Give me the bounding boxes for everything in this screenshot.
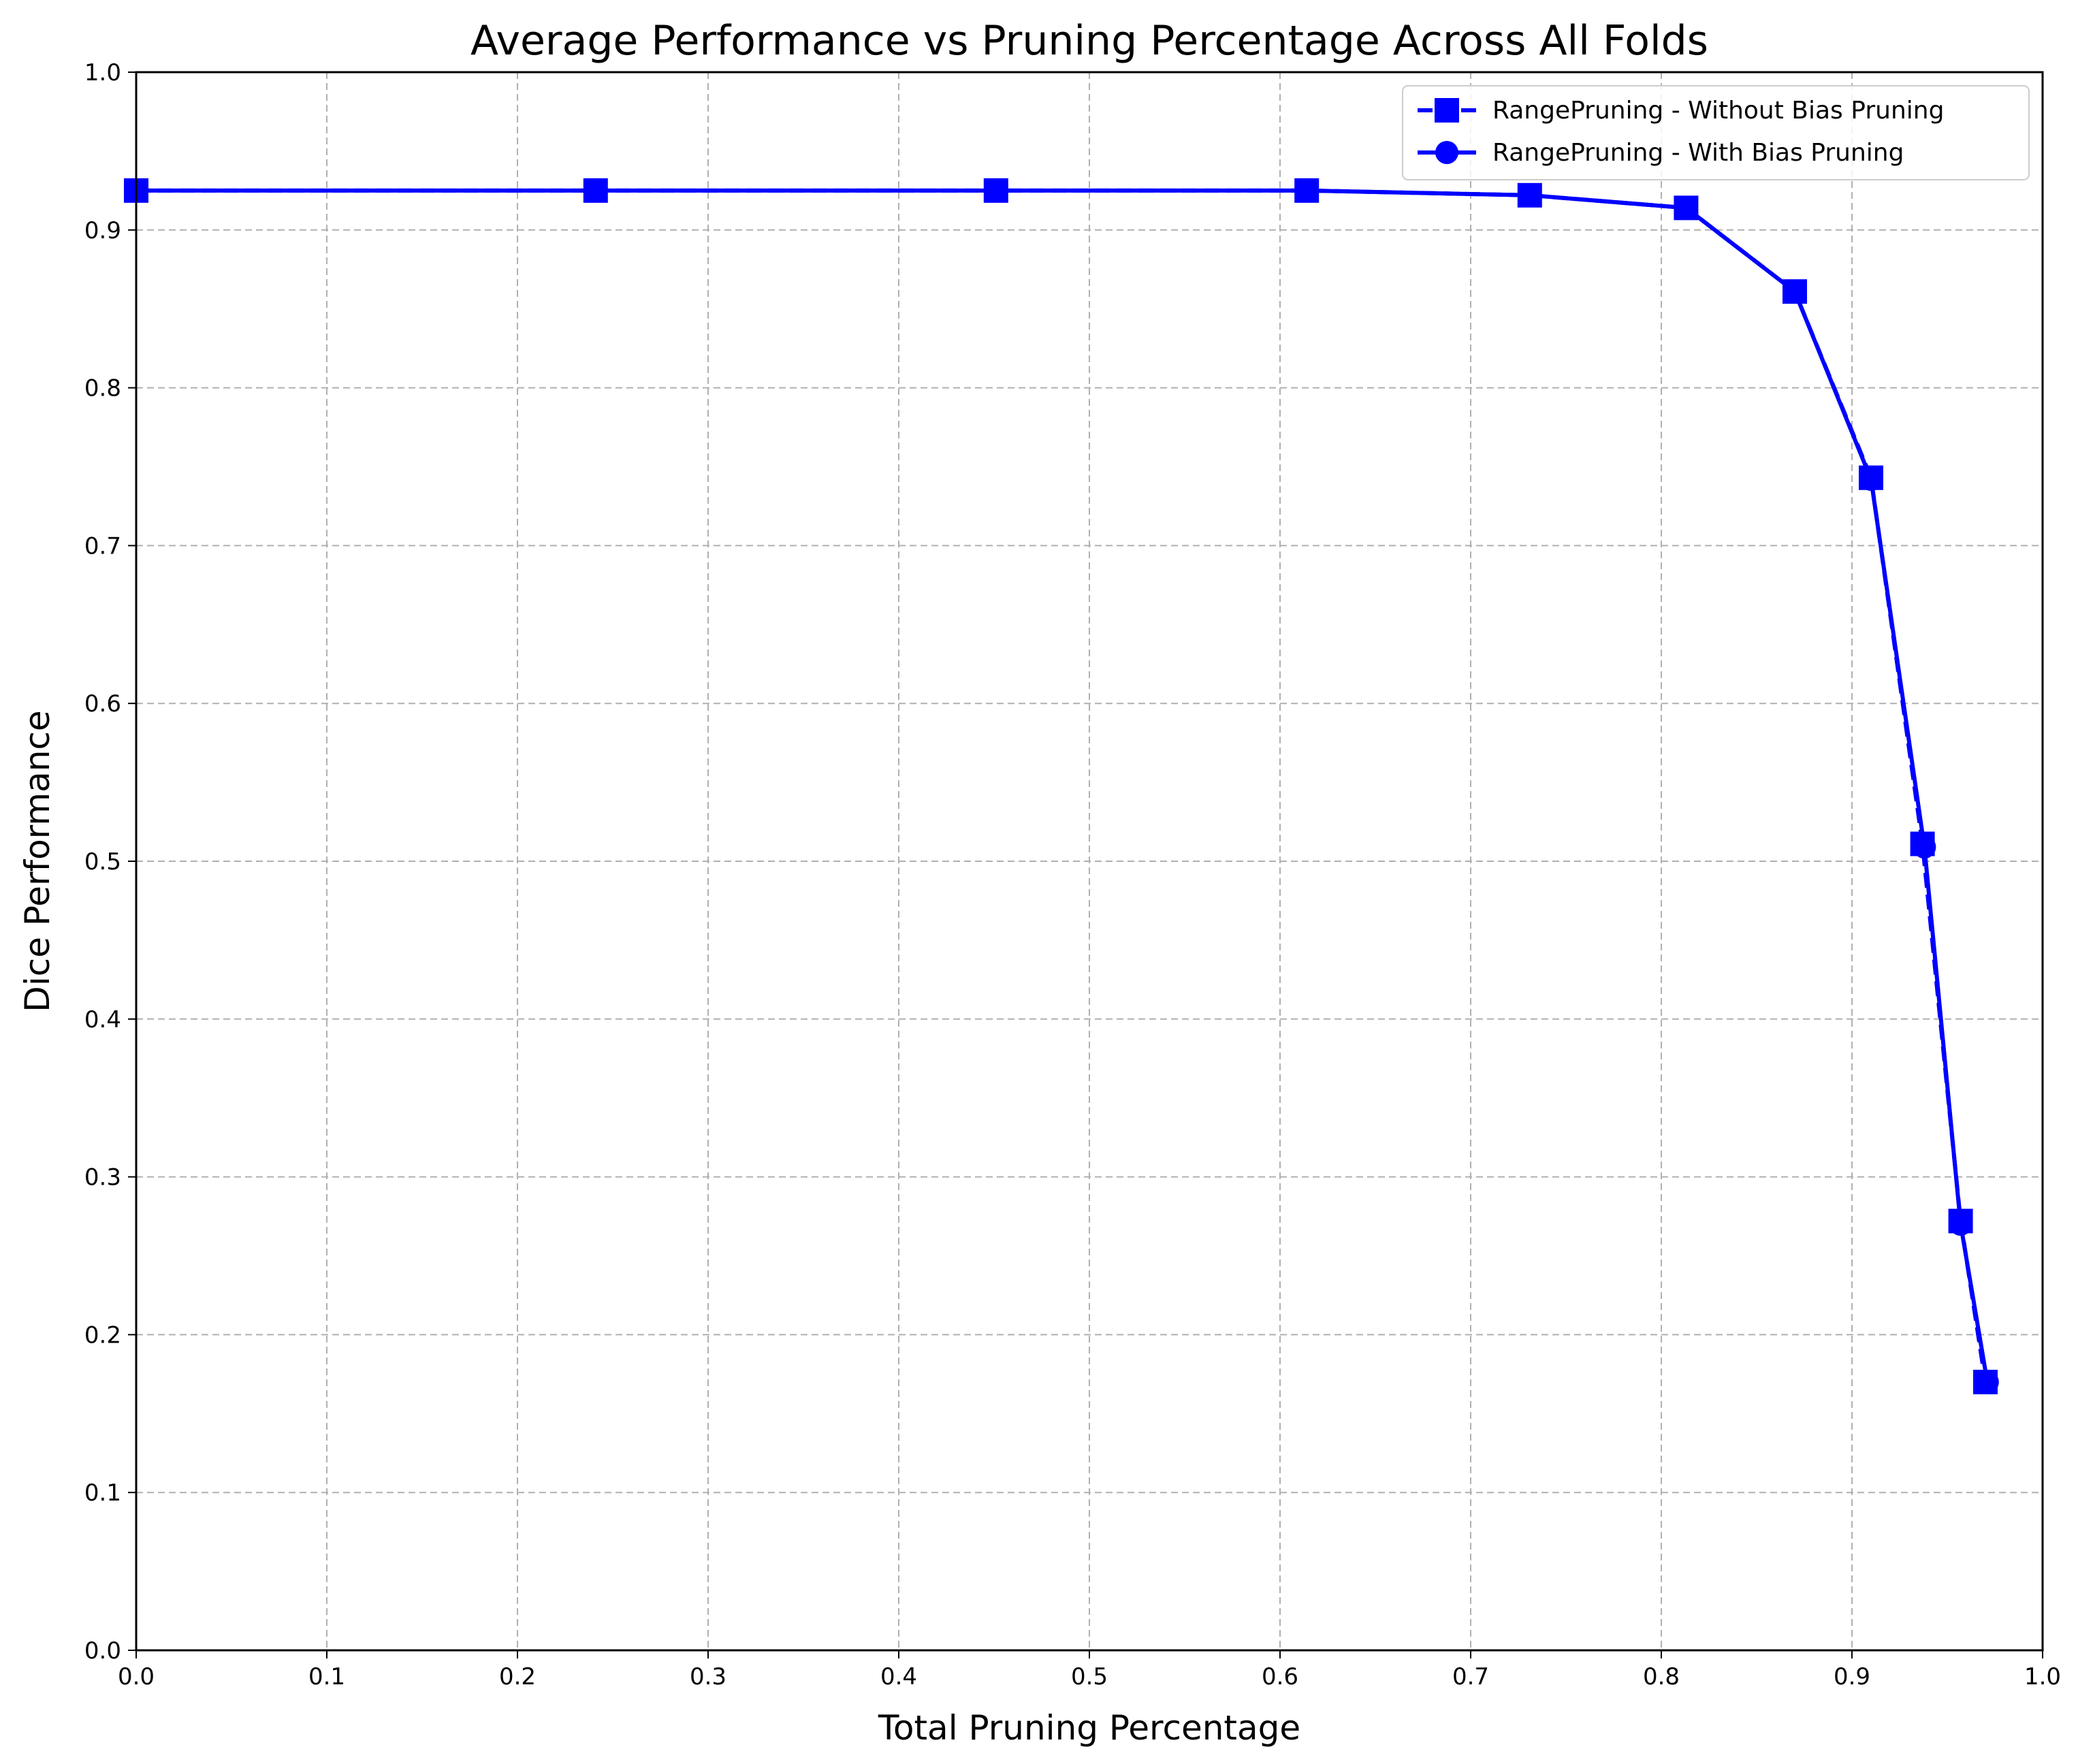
legend-marker-square xyxy=(1435,98,1459,123)
y-tick-label: 0.7 xyxy=(84,532,121,560)
legend-box xyxy=(1402,85,2030,180)
x-tick-label: 0.0 xyxy=(118,1663,155,1690)
data-point-square xyxy=(983,178,1008,203)
x-tick-label: 0.9 xyxy=(1834,1663,1870,1690)
legend: RangePruning - Without Bias Pruning Range… xyxy=(1402,85,2030,180)
y-tick-label: 0.4 xyxy=(84,1006,121,1033)
x-tick-label: 0.1 xyxy=(308,1663,345,1690)
x-tick-label: 0.6 xyxy=(1262,1663,1298,1690)
ticks: 0.0 0.1 0.2 0.3 0.4 0.5 0.6 0.7 0.8 0.9 1.0 0.0 0.1 0… xyxy=(84,59,2061,1690)
data-point-square xyxy=(1948,1208,1973,1234)
data-point-square xyxy=(1294,178,1320,203)
y-tick-label: 0.3 xyxy=(84,1164,121,1191)
data-point-square xyxy=(1910,831,1935,856)
data-point-square xyxy=(1783,279,1807,304)
legend-label: RangePruning - With Bias Pruning xyxy=(1492,139,1904,167)
data-point-square xyxy=(1674,195,1699,221)
x-axis-label: Total Pruning Percentage xyxy=(878,1708,1300,1748)
data-point-square xyxy=(1973,1369,1998,1394)
grid xyxy=(136,72,2043,1650)
y-tick-label: 0.1 xyxy=(84,1479,121,1507)
data-point-square xyxy=(1859,465,1883,490)
data-point-square xyxy=(583,178,608,203)
data-point-square xyxy=(1517,182,1542,208)
y-tick-label: 0.5 xyxy=(84,848,121,876)
x-tick-label: 0.4 xyxy=(880,1663,917,1690)
legend-label: RangePruning - Without Bias Pruning xyxy=(1492,97,1944,125)
y-tick-label: 0.2 xyxy=(84,1321,121,1349)
x-tick-label: 0.3 xyxy=(690,1663,726,1690)
chart-title: Average Performance vs Pruning Percentag… xyxy=(470,17,1708,65)
x-tick-label: 0.5 xyxy=(1071,1663,1108,1690)
x-tick-label: 0.8 xyxy=(1643,1663,1680,1690)
y-tick-label: 0.0 xyxy=(84,1637,121,1665)
y-axis-label: Dice Performance xyxy=(18,710,57,1012)
y-tick-label: 0.9 xyxy=(84,217,121,244)
y-tick-label: 0.8 xyxy=(84,375,121,402)
y-tick-label: 0.6 xyxy=(84,690,121,718)
x-tick-label: 0.2 xyxy=(499,1663,536,1690)
y-tick-label: 1.0 xyxy=(84,59,121,86)
x-tick-label: 1.0 xyxy=(2024,1663,2061,1690)
legend-marker-circle xyxy=(1435,141,1458,164)
x-tick-label: 0.7 xyxy=(1452,1663,1489,1690)
series-layer xyxy=(124,178,1999,1394)
